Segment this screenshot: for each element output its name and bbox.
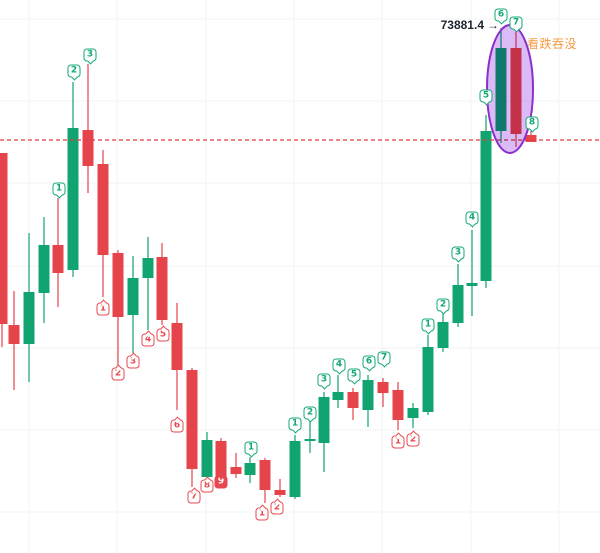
candle-4-body-bull [38,245,50,293]
clipped-legend-fragment: ·⋯ [200,0,214,4]
count-badge-green-3: 3 [317,373,331,387]
candle-13-body-bear [171,323,183,370]
count-badge-red-4: 4 [141,333,155,347]
count-badge-green-6: 6 [362,355,376,369]
price-label: 73881.4 → [441,18,499,32]
candle-25-body-bear [347,392,359,408]
candle-1-body-bear [0,153,8,324]
count-badge-red-3: 3 [126,355,140,369]
count-badge-green-2: 2 [303,406,317,420]
candle-16-body-bear [215,441,227,478]
count-badge-red-6: 6 [170,419,184,433]
candle-27-body-bear [377,382,389,393]
candle-37-body-bear [525,135,537,142]
count-badge-green-8: 8 [525,116,539,130]
count-badge-red-2: 2 [406,433,420,447]
count-badge-green-6: 6 [494,8,508,22]
count-badge-red-1: 1 [391,435,405,449]
candle-3-body-bull [23,292,35,344]
count-badge-green-4: 4 [332,358,346,372]
count-badge-green-5: 5 [347,368,361,382]
candle-28-body-bear [392,390,404,420]
candle-19-body-bear [259,460,271,490]
count-badge-red-9: 9 [214,475,228,489]
candle-10-body-bull [127,278,139,315]
candle-15-body-bull [201,440,213,477]
pattern-annotation-bearish-engulfing: 看跌吞没 [527,37,578,51]
candle-14-body-bear [186,370,198,469]
candle-30-body-bull [422,347,434,412]
candle-7-body-bear [82,130,94,166]
count-badge-red-1: 1 [255,507,269,521]
candle-5-body-bear [52,245,64,273]
count-badge-green-7: 7 [377,351,391,365]
candle-11-body-bull [142,258,154,278]
clipped-legend-tick: · [200,0,203,4]
arrow-right-icon: → [487,18,499,32]
count-badge-green-3: 3 [83,48,97,62]
count-badge-green-2: 2 [436,298,450,312]
candle-24-body-bull [332,392,344,400]
candle-18-body-bull [244,463,256,475]
candle-23-body-bull [318,397,330,443]
count-badge-red-8: 8 [200,479,214,493]
count-badge-green-1: 1 [52,182,66,196]
candle-29-body-bull [407,408,419,418]
count-badge-green-7: 7 [509,16,523,30]
candle-33-body-bull [466,283,478,286]
candle-32-body-bull [452,285,464,323]
count-badge-green-5: 5 [479,89,493,103]
candle-34-body-bull [480,131,492,281]
count-badge-red-1: 1 [96,302,110,316]
count-badge-red-7: 7 [187,490,201,504]
count-badge-green-3: 3 [451,246,465,260]
candle-12-body-bear [156,257,168,320]
candle-2-body-bear [8,325,20,344]
count-badge-red-2: 2 [111,367,125,381]
count-badge-red-5: 5 [156,328,170,342]
count-badge-green-1: 1 [288,417,302,431]
candle-6-body-bull [67,128,79,270]
candle-20-body-bear [274,490,286,495]
candle-21-body-bull [289,441,301,497]
candle-31-body-bull [437,322,449,348]
count-badge-green-1: 1 [421,318,435,332]
price-value: 73881.4 [440,18,484,32]
count-badge-green-4: 4 [465,211,479,225]
count-badge-green-1: 1 [244,441,258,455]
candle-17-body-bear [230,467,242,474]
candle-26-body-bull [362,380,374,410]
candle-9-body-bear [112,253,124,317]
candle-8-body-bear [97,164,109,255]
count-badge-green-2: 2 [67,64,81,78]
count-badge-red-2: 2 [270,501,284,515]
candle-22-body-bull [304,439,316,441]
highlight-ellipse-fill [487,25,533,153]
clipped-legend-text: ⋯ [205,0,214,4]
